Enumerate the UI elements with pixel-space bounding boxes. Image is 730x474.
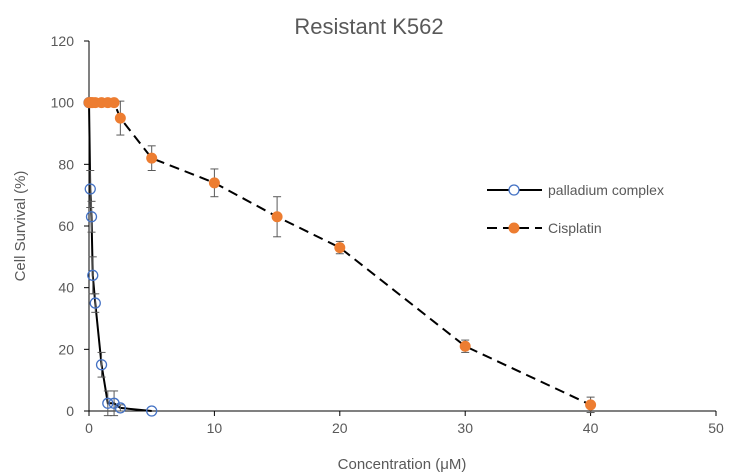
data-point [146, 152, 158, 164]
chart-title: Resistant K562 [294, 14, 443, 39]
data-point [114, 112, 126, 124]
y-tick-label: 20 [58, 341, 74, 357]
data-point [84, 183, 96, 195]
data-point [95, 359, 108, 371]
y-tick-label: 100 [51, 95, 75, 111]
series-1 [83, 97, 597, 414]
y-axis-label: Cell Survival (%) [12, 171, 29, 282]
data-point [89, 297, 101, 309]
error-bar [91, 293, 100, 313]
series-line [88, 102, 152, 412]
x-tick-label: 0 [85, 420, 93, 436]
data-point [108, 97, 120, 109]
x-tick-label: 10 [207, 420, 223, 436]
data-point [459, 340, 471, 352]
error-bar [110, 390, 119, 417]
y-tick-label: 80 [58, 156, 74, 172]
data-point [87, 269, 99, 281]
data-point [585, 399, 597, 411]
error-bar [86, 170, 95, 208]
error-bar [88, 256, 97, 295]
legend-item: palladium complex [487, 182, 664, 198]
x-tick-label: 50 [708, 420, 724, 436]
legend-label: Cisplatin [548, 220, 602, 236]
data-point [114, 402, 126, 414]
y-tick-label: 0 [66, 403, 74, 419]
y-tick-label: 60 [58, 218, 74, 234]
legend-label: palladium complex [548, 182, 664, 198]
legend-marker [508, 222, 520, 234]
legend-item: Cisplatin [487, 220, 602, 236]
data-point [271, 211, 283, 223]
error-bar [97, 351, 106, 378]
legend-marker [508, 184, 520, 196]
x-tick-label: 30 [457, 420, 473, 436]
y-tick-label: 120 [51, 33, 75, 49]
plot-area: 0 10 20 30 40 50 0 20 40 60 80 100 120 [51, 33, 724, 436]
error-bar [87, 200, 96, 233]
data-point [146, 405, 158, 417]
series-layer [83, 97, 597, 417]
data-point [334, 242, 346, 254]
data-point [85, 211, 98, 223]
series-0 [83, 97, 158, 417]
x-tick-label: 40 [583, 420, 599, 436]
data-point [208, 177, 220, 189]
x-tick-label: 20 [332, 420, 348, 436]
y-tick-label: 40 [58, 280, 74, 296]
x-axis-label: Concentration (μM) [338, 456, 467, 473]
x-axis-ticks: 0 10 20 30 40 50 [85, 411, 724, 436]
y-axis-ticks: 0 20 40 60 80 100 120 [51, 33, 89, 419]
error-bar [116, 404, 125, 412]
legend: palladium complex Cisplatin [487, 182, 664, 236]
data-point [102, 397, 114, 409]
